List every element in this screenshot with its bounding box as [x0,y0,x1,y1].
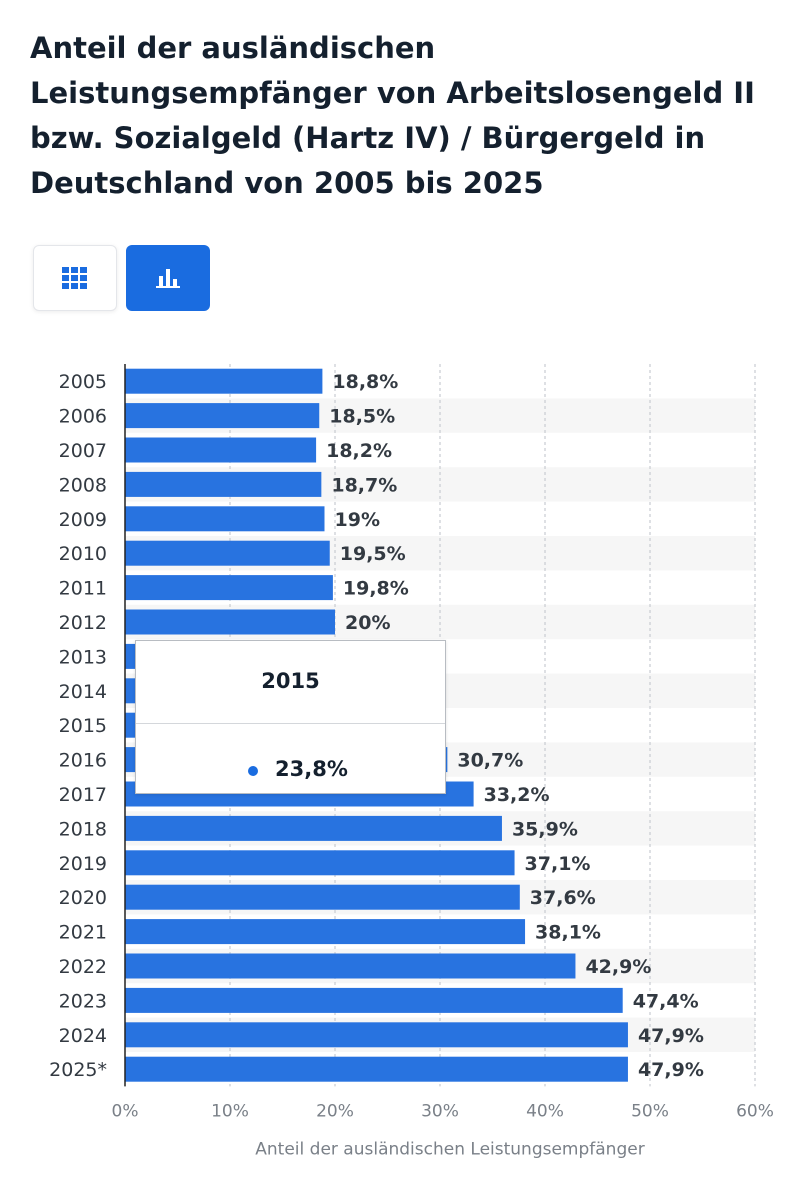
bar-2024[interactable] [125,1022,628,1048]
y-tick-label: 2010 [59,543,107,565]
y-tick-label: 2020 [59,887,107,909]
data-label: 18,7% [331,474,397,496]
tooltip-divider [136,723,445,724]
bar-2006[interactable] [125,403,320,429]
data-label: 20% [345,612,390,634]
data-label: 30,7% [457,750,523,772]
y-tick-label: 2012 [59,612,107,634]
tooltip: 2015 23,8% [135,640,446,794]
y-tick-label: 2019 [59,853,107,875]
bar-2009[interactable] [125,506,325,532]
x-tick-label: 30% [421,1101,459,1121]
tooltip-year: 2015 [261,669,320,693]
bar-2007[interactable] [125,437,317,463]
data-label: 47,9% [638,1059,704,1081]
y-tick-label: 2015 [59,715,107,737]
data-label: 18,8% [332,371,398,393]
series-dot-icon [248,766,258,776]
data-label: 35,9% [512,818,578,840]
x-tick-label: 0% [112,1101,139,1121]
data-label: 37,6% [530,887,596,909]
data-label: 37,1% [525,853,591,875]
bar-2021[interactable] [125,919,526,945]
bar-2012[interactable] [125,609,335,635]
y-tick-label: 2007 [59,440,107,462]
grid-table-icon [62,267,87,289]
y-tick-label: 2022 [59,956,107,978]
y-tick-label: 2023 [59,990,107,1012]
tooltip-value: 23,8% [275,757,348,781]
y-tick-label: 2014 [59,681,107,703]
bar-chart-icon [156,269,180,288]
data-label: 19% [335,509,380,531]
x-tick-label: 50% [631,1101,669,1121]
y-tick-label: 2006 [59,406,107,428]
bar-2020[interactable] [125,884,520,910]
bar-2018[interactable] [125,815,502,841]
bar-2022[interactable] [125,953,576,979]
bar-2011[interactable] [125,575,333,601]
x-tick-label: 60% [736,1101,774,1121]
y-tick-label: 2005 [59,371,107,393]
x-tick-label: 40% [526,1101,564,1121]
data-label: 18,5% [329,406,395,428]
y-tick-label: 2025* [49,1059,107,1081]
data-label: 19,8% [343,578,409,600]
data-label: 19,5% [340,543,406,565]
y-tick-label: 2021 [59,922,107,944]
data-label: 38,1% [535,922,601,944]
bar-2005[interactable] [125,368,323,394]
data-label: 42,9% [585,956,651,978]
data-label: 33,2% [484,784,550,806]
y-tick-label: 2011 [59,578,107,600]
bar-2023[interactable] [125,987,623,1013]
bar-2008[interactable] [125,471,322,497]
chart-title: Anteil der ausländischen Leistungsempfän… [30,31,755,200]
x-tick-label: 20% [316,1101,354,1121]
table-view-button[interactable] [33,245,117,311]
y-tick-label: 2013 [59,646,107,668]
y-tick-label: 2009 [59,509,107,531]
bar-2010[interactable] [125,540,330,566]
data-label: 47,4% [633,990,699,1012]
bar-2025*[interactable] [125,1056,628,1082]
y-tick-label: 2024 [59,1025,107,1047]
y-tick-label: 2016 [59,750,107,772]
x-tick-label: 10% [211,1101,249,1121]
y-tick-label: 2018 [59,818,107,840]
data-label: 18,2% [326,440,392,462]
y-tick-label: 2017 [59,784,107,806]
x-axis-title: Anteil der ausländischen Leistungsempfän… [255,1139,644,1159]
data-label: 47,9% [638,1025,704,1047]
y-tick-label: 2008 [59,474,107,496]
chart-view-button[interactable] [126,245,210,311]
bar-2019[interactable] [125,850,515,876]
